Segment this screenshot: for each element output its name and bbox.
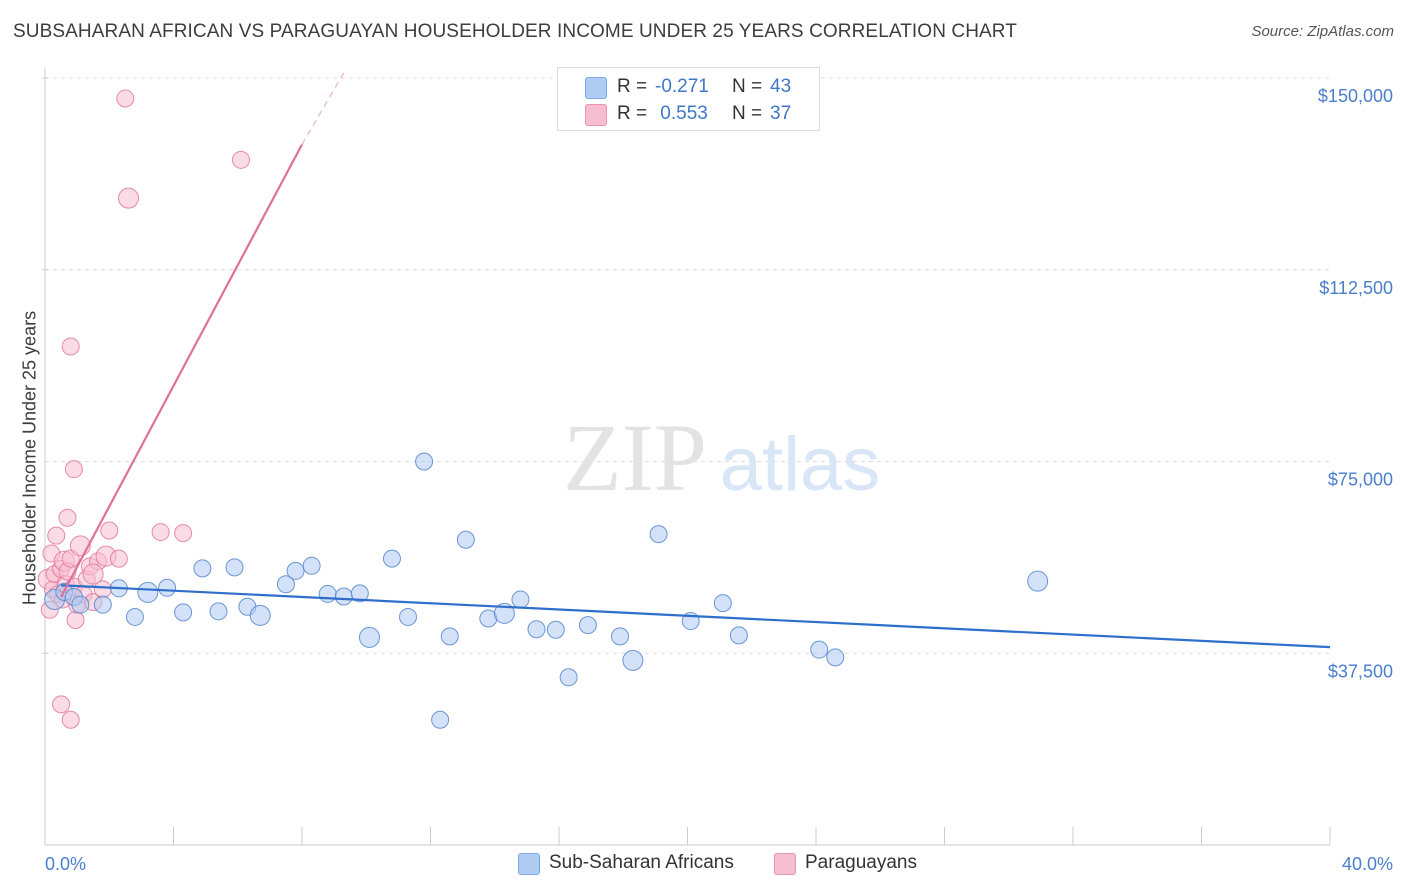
n-label: N = (732, 76, 763, 97)
legend-swatch-blue (518, 853, 540, 875)
series-paraguayans (37, 89, 250, 729)
data-point (137, 581, 159, 603)
data-point (456, 530, 475, 549)
data-point (71, 595, 90, 614)
r-label: R = (617, 103, 648, 124)
y-tick-label: $112,500 (1319, 278, 1393, 298)
legend-swatch-pink (774, 853, 796, 875)
data-point (546, 620, 565, 639)
data-point (66, 611, 85, 630)
data-point (174, 603, 193, 622)
data-point (193, 559, 212, 578)
series-legend: Sub-Saharan Africans Paraguayans (0, 852, 1406, 878)
data-point (559, 668, 578, 687)
data-point (399, 607, 418, 626)
data-point (358, 626, 380, 648)
data-point (578, 616, 597, 635)
watermark-atlas: atlas (720, 422, 881, 507)
data-point (511, 590, 530, 609)
y-tick-label: $37,500 (1328, 661, 1393, 681)
data-point (334, 587, 353, 606)
r-value: -0.271 (655, 76, 709, 97)
data-point (649, 525, 668, 544)
r-value: 0.553 (655, 103, 708, 124)
trend-line-paraguayans (60, 143, 303, 598)
data-point (622, 649, 644, 671)
n-label: N = (732, 103, 763, 124)
data-point (47, 526, 66, 545)
data-point (440, 627, 459, 646)
data-point (350, 584, 369, 603)
correlation-legend: R = -0.271 N = 43 R = 0.553 N = 37 (557, 67, 820, 131)
data-point (100, 521, 119, 540)
data-point (318, 584, 337, 603)
data-point (209, 602, 228, 621)
r-label: R = (617, 76, 648, 97)
chart-source: Source: ZipAtlas.com (1251, 23, 1394, 40)
data-point (58, 508, 77, 527)
data-point (61, 710, 80, 729)
legend-swatch-pink (585, 104, 607, 126)
data-point (611, 627, 630, 646)
data-point (93, 595, 112, 614)
data-point (1027, 570, 1049, 592)
data-point (116, 89, 135, 108)
y-tick-label: $75,000 (1328, 470, 1393, 490)
axes (42, 68, 1331, 846)
data-point (382, 549, 401, 568)
data-point (225, 558, 244, 577)
data-point (286, 561, 305, 580)
data-point (249, 604, 271, 626)
data-point (52, 695, 71, 714)
legend-label: Sub-Saharan Africans (549, 852, 734, 873)
x-tick-label-max: 40.0% (1342, 854, 1393, 874)
data-point (64, 460, 83, 479)
data-point (158, 578, 177, 597)
data-point (527, 620, 546, 639)
data-point (276, 575, 295, 594)
data-point (82, 563, 104, 585)
trend-line-sub-saharan-africans (61, 584, 1331, 649)
data-point (109, 549, 128, 568)
data-point (729, 626, 748, 645)
data-point (415, 452, 434, 471)
x-tick-label-min: 0.0% (45, 854, 86, 874)
trend-lines (60, 72, 1331, 649)
data-point (174, 524, 193, 543)
data-point (826, 648, 845, 667)
tick-labels: $37,500 $75,000 $112,500 $150,000 0.0% 40.0% (45, 86, 1393, 874)
data-point (151, 523, 170, 542)
data-point (431, 710, 450, 729)
trend-line-paraguayans-extension (301, 72, 345, 145)
data-point (493, 602, 515, 624)
series-sub-saharan-africans (44, 452, 1049, 729)
legend-label: Paraguayans (805, 852, 917, 873)
data-point (61, 337, 80, 356)
data-point (302, 556, 321, 575)
data-point (810, 640, 829, 659)
legend-swatch-blue (585, 77, 607, 99)
chart-title: SUBSAHARAN AFRICAN VS PARAGUAYAN HOUSEHO… (13, 21, 1017, 42)
n-value: 37 (770, 103, 792, 124)
n-value: 43 (770, 76, 792, 97)
data-point (713, 594, 732, 613)
data-point (118, 187, 140, 209)
watermark-zip: ZIP (563, 404, 707, 511)
data-point (231, 150, 250, 169)
y-tick-label: $150,000 (1318, 86, 1393, 106)
data-point (125, 607, 144, 626)
